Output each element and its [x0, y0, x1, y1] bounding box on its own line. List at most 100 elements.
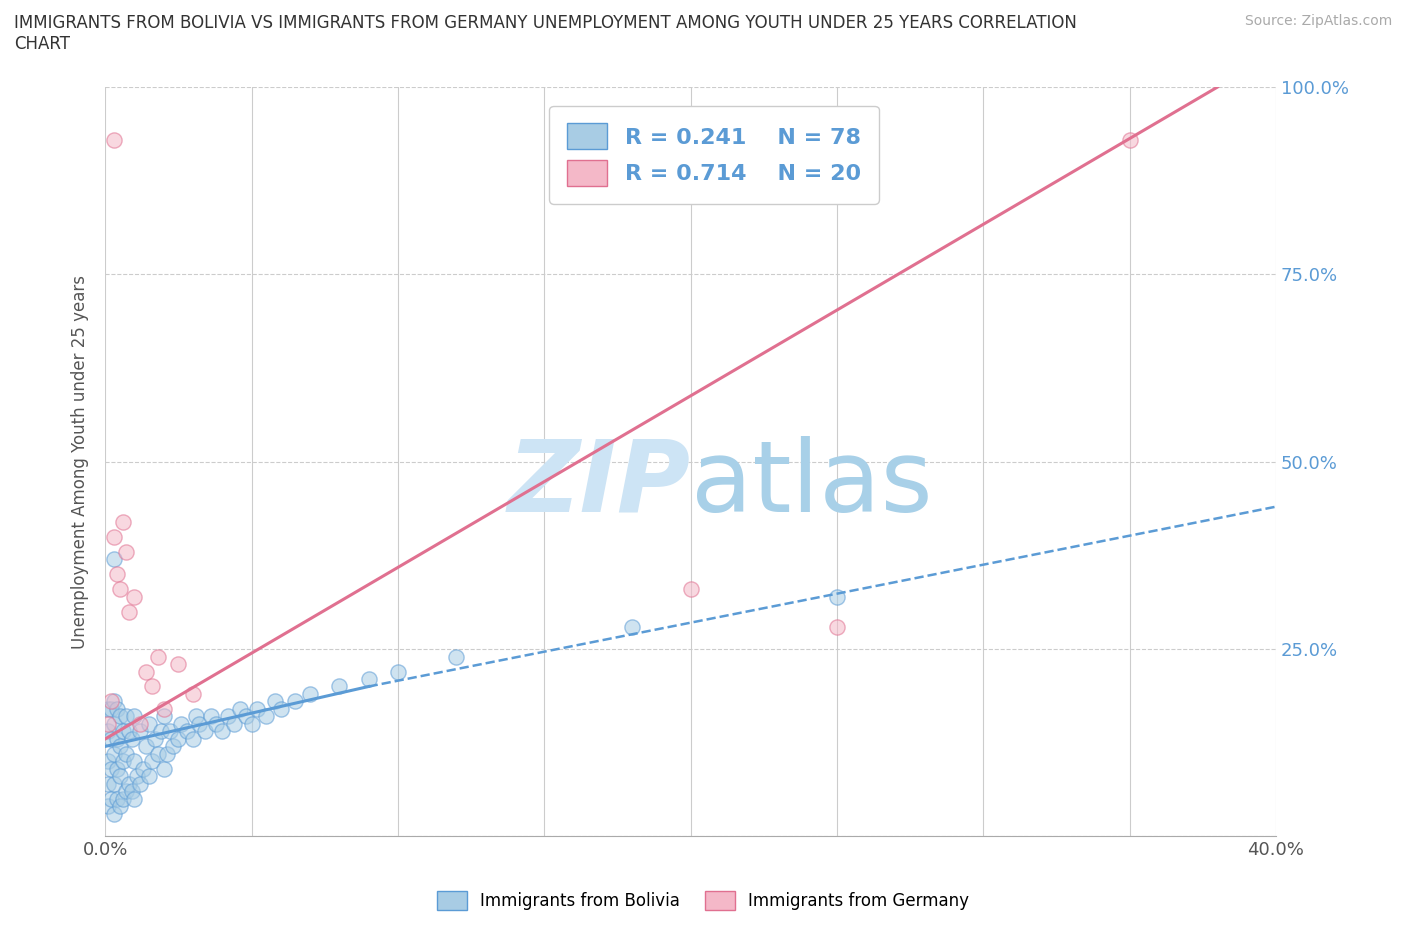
Point [146, 649, 169, 664]
Point [100, 762, 122, 777]
Point [117, 777, 139, 791]
Point [129, 716, 152, 731]
Point [103, 777, 125, 791]
Point [105, 701, 128, 716]
Point [235, 709, 257, 724]
Point [387, 664, 409, 679]
Point [138, 716, 160, 731]
Point [328, 679, 350, 694]
Point [108, 769, 131, 784]
Point [124, 709, 146, 724]
Point [97, 799, 120, 814]
Point [103, 694, 125, 709]
Point [111, 724, 134, 739]
Point [194, 724, 217, 739]
Point [105, 762, 128, 777]
Point [103, 551, 125, 566]
Point [105, 732, 128, 747]
Point [135, 739, 157, 754]
Point [124, 791, 146, 806]
Point [825, 589, 848, 604]
Point [679, 581, 702, 596]
Point [100, 732, 122, 747]
Point [146, 747, 169, 762]
Point [176, 724, 198, 739]
Point [446, 649, 468, 664]
Text: IMMIGRANTS FROM BOLIVIA VS IMMIGRANTS FROM GERMANY UNEMPLOYMENT AMONG YOUTH UNDE: IMMIGRANTS FROM BOLIVIA VS IMMIGRANTS FR… [14, 14, 1077, 53]
Point [124, 754, 146, 769]
Point [211, 724, 233, 739]
Point [138, 769, 160, 784]
Point [127, 769, 149, 784]
Point [100, 701, 122, 716]
Point [217, 709, 239, 724]
Point [357, 671, 380, 686]
Point [97, 701, 120, 716]
Point [97, 777, 120, 791]
Point [284, 694, 307, 709]
Text: Source: ZipAtlas.com: Source: ZipAtlas.com [1244, 14, 1392, 28]
Point [156, 747, 179, 762]
Point [97, 716, 120, 731]
Point [254, 709, 277, 724]
Point [100, 694, 122, 709]
Point [129, 777, 152, 791]
Text: ZIP: ZIP [508, 435, 690, 533]
Point [229, 701, 252, 716]
Point [159, 724, 181, 739]
Point [184, 709, 207, 724]
Point [205, 716, 228, 731]
Point [152, 701, 174, 716]
Point [141, 679, 163, 694]
Point [132, 762, 155, 777]
Point [103, 132, 125, 147]
Legend: R = 0.241    N = 78, R = 0.714    N = 20: R = 0.241 N = 78, R = 0.714 N = 20 [550, 106, 879, 204]
Point [114, 709, 136, 724]
Point [825, 619, 848, 634]
Point [240, 716, 263, 731]
Text: atlas: atlas [690, 435, 932, 533]
Point [97, 724, 120, 739]
Point [141, 754, 163, 769]
Point [100, 791, 122, 806]
Point [103, 716, 125, 731]
Point [121, 784, 143, 799]
Point [117, 724, 139, 739]
Point [121, 732, 143, 747]
Point [108, 739, 131, 754]
Point [143, 732, 166, 747]
Point [162, 739, 184, 754]
Point [108, 799, 131, 814]
Point [264, 694, 287, 709]
Point [1118, 132, 1140, 147]
Point [222, 716, 245, 731]
Point [108, 581, 131, 596]
Point [187, 716, 209, 731]
Point [621, 619, 644, 634]
Point [114, 747, 136, 762]
Point [124, 589, 146, 604]
Point [152, 762, 174, 777]
Point [200, 709, 222, 724]
Point [117, 604, 139, 619]
Point [103, 806, 125, 821]
Point [105, 791, 128, 806]
Point [129, 724, 152, 739]
Point [181, 686, 204, 701]
Point [167, 657, 190, 671]
Point [181, 732, 204, 747]
Point [111, 514, 134, 529]
Point [299, 686, 322, 701]
Point [114, 544, 136, 559]
Point [167, 732, 190, 747]
Point [135, 664, 157, 679]
Point [97, 754, 120, 769]
Point [103, 747, 125, 762]
Point [114, 784, 136, 799]
Point [152, 709, 174, 724]
Point [270, 701, 292, 716]
Point [111, 754, 134, 769]
Point [105, 566, 128, 581]
Point [108, 709, 131, 724]
Point [149, 724, 172, 739]
